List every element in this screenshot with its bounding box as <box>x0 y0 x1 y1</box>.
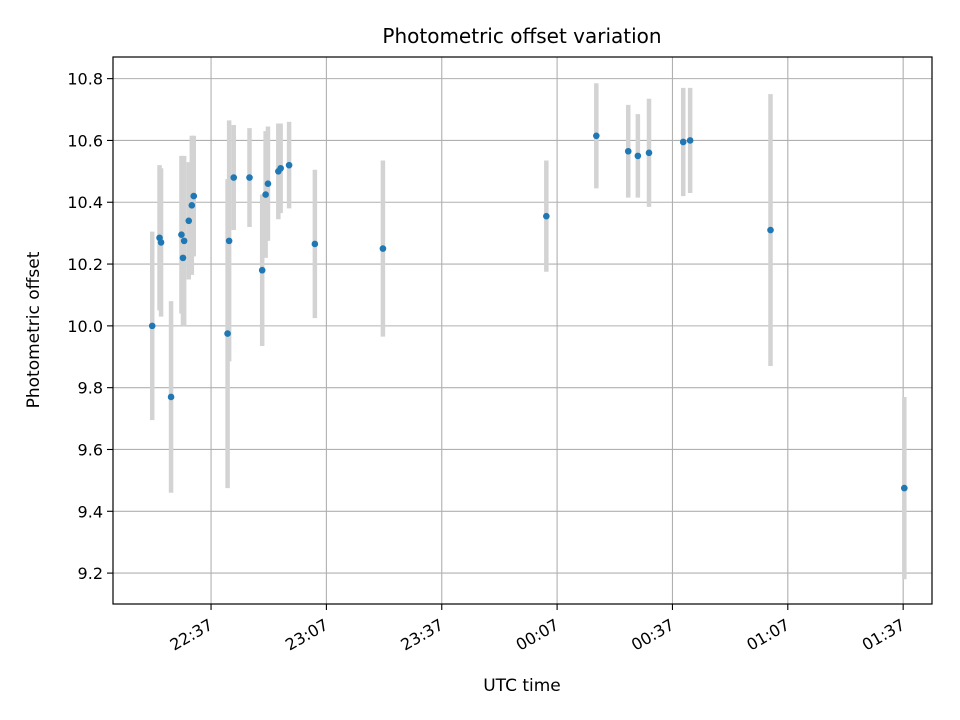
y-axis-label: Photometric offset <box>24 251 44 408</box>
y-axis-ticks: 9.2 9.4 9.6 9.8 10.0 10.2 10.4 10.6 10.8 <box>67 70 113 583</box>
data-point <box>262 191 269 198</box>
data-point <box>225 237 233 245</box>
y-tick-label: 10.8 <box>67 70 103 89</box>
data-point <box>311 240 319 248</box>
data-point <box>624 147 632 155</box>
y-tick-label: 10.4 <box>67 193 103 212</box>
y-tick-label: 10.6 <box>67 131 103 150</box>
y-tick-label: 10.0 <box>67 317 103 336</box>
data-point <box>645 149 653 157</box>
data-point <box>180 237 188 245</box>
data-point <box>543 212 550 220</box>
data-points <box>148 132 908 492</box>
data-point <box>634 152 642 160</box>
data-point <box>767 226 774 234</box>
data-point <box>285 161 293 169</box>
data-point <box>190 192 198 200</box>
data-point <box>246 174 253 181</box>
data-point <box>379 245 387 252</box>
grid-lines <box>113 57 932 604</box>
y-tick-label: 9.2 <box>78 564 103 583</box>
data-point <box>686 137 694 144</box>
data-point <box>264 180 272 188</box>
data-point <box>679 138 687 146</box>
data-point <box>230 174 238 181</box>
data-point <box>593 132 600 140</box>
x-axis-label: UTC time <box>483 676 561 696</box>
y-tick-label: 9.8 <box>78 379 103 398</box>
data-point <box>178 231 185 238</box>
data-point <box>167 393 175 401</box>
data-point <box>185 217 193 225</box>
data-point <box>224 330 231 337</box>
data-point <box>148 322 156 330</box>
chart-title: Photometric offset variation <box>382 24 661 48</box>
data-point <box>157 239 165 246</box>
data-point <box>188 202 196 209</box>
y-tick-label: 9.6 <box>78 440 103 459</box>
y-tick-label: 9.4 <box>78 502 103 521</box>
data-point <box>179 254 187 262</box>
data-point <box>258 266 266 274</box>
plot-area-frame <box>112 56 933 605</box>
data-point <box>277 164 284 172</box>
y-tick-label: 10.2 <box>67 255 103 274</box>
data-point <box>901 484 908 492</box>
